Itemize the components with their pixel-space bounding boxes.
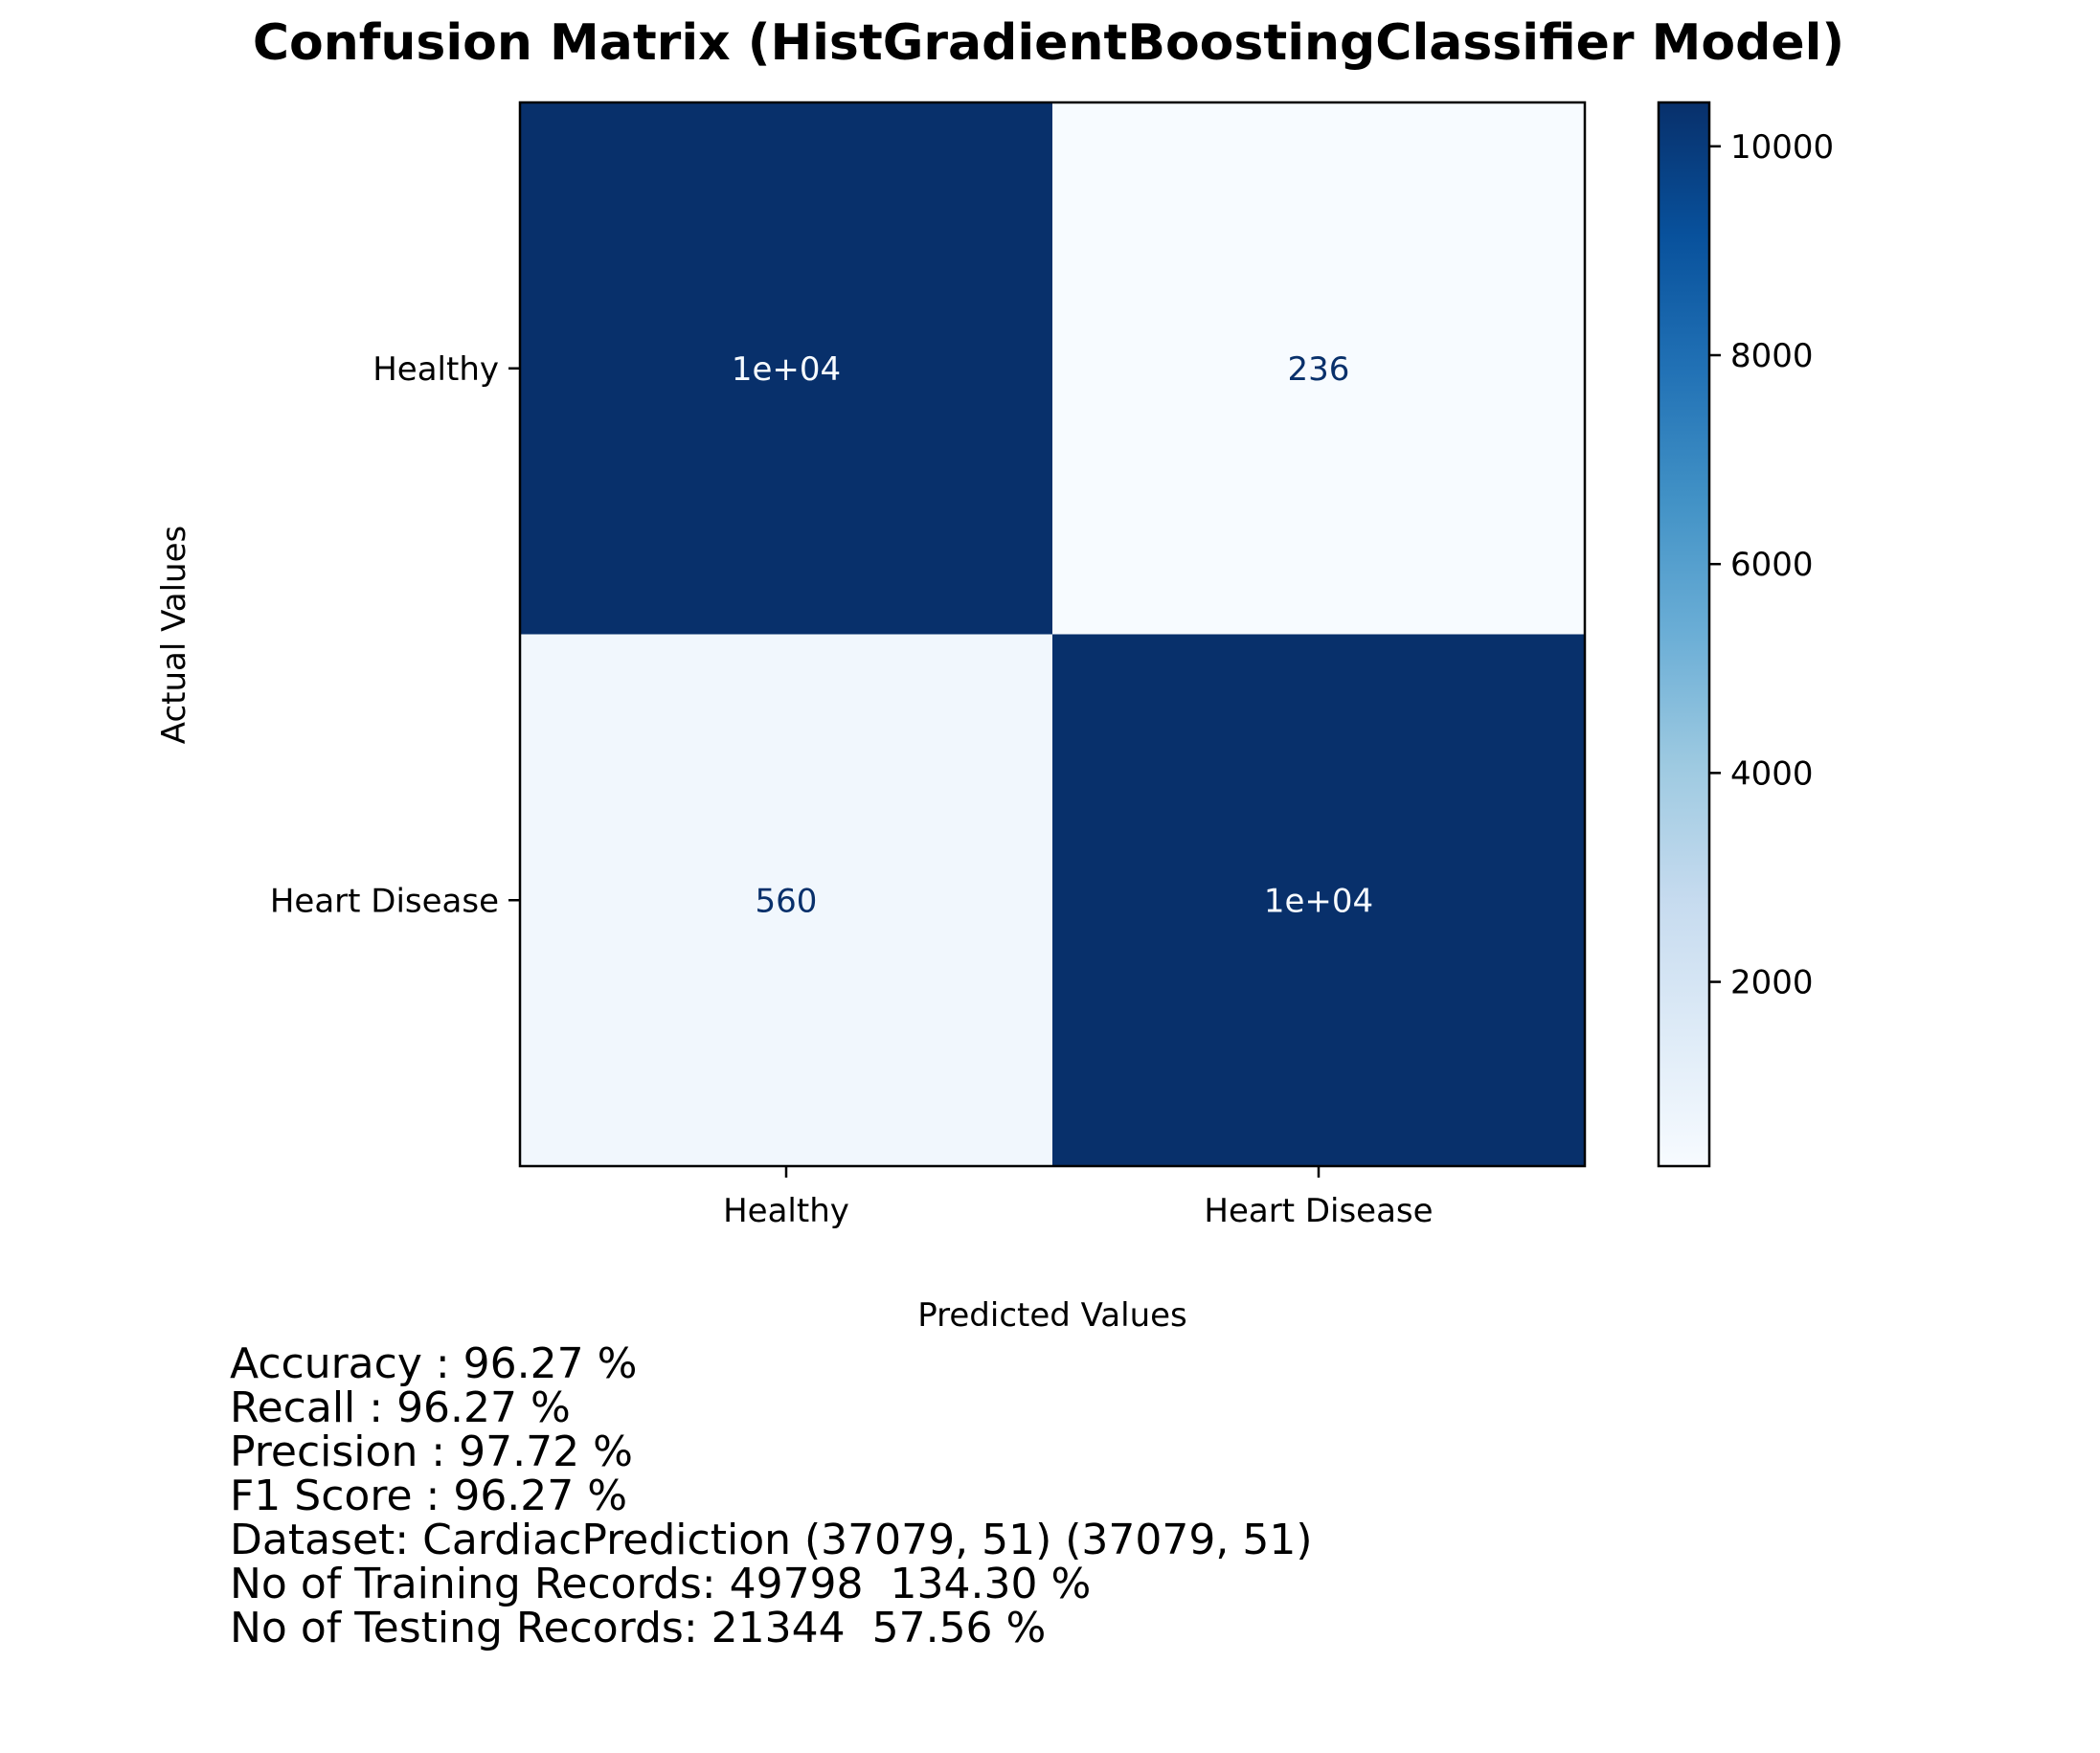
y-axis-label: Actual Values bbox=[155, 526, 193, 744]
matrix-cell-label: 236 bbox=[1288, 350, 1350, 389]
y-axis-ticks: Healthy Heart Disease bbox=[270, 350, 520, 920]
x-tick-label: Heart Disease bbox=[1204, 1192, 1433, 1230]
metric-testing-records: No of Testing Records: 21344 57.56 % bbox=[230, 1604, 1047, 1652]
chart-title: Confusion Matrix (HistGradientBoostingCl… bbox=[253, 14, 1844, 72]
x-tick-label: Healthy bbox=[723, 1192, 849, 1230]
metric-recall: Recall : 96.27 % bbox=[230, 1383, 571, 1432]
matrix-cell bbox=[1052, 102, 1585, 635]
metric-dataset: Dataset: CardiacPrediction (37079, 51) (… bbox=[230, 1516, 1313, 1564]
colorbar-tick-label: 8000 bbox=[1730, 337, 1814, 375]
metric-f1-score: F1 Score : 96.27 % bbox=[230, 1472, 628, 1520]
colorbar bbox=[1657, 101, 1711, 1168]
colorbar-ticks: 2000 4000 6000 8000 10000 bbox=[1709, 128, 1834, 1002]
y-tick-label: Heart Disease bbox=[270, 882, 499, 920]
matrix-cell-label: 1e+04 bbox=[1264, 882, 1373, 920]
matrix-frame bbox=[518, 101, 1587, 1168]
colorbar-tick-label: 6000 bbox=[1730, 546, 1814, 584]
x-axis-label: Predicted Values bbox=[917, 1296, 1187, 1335]
matrix-cell bbox=[520, 102, 1052, 635]
colorbar-tick-label: 10000 bbox=[1730, 128, 1834, 167]
matrix-cell-label: 1e+04 bbox=[732, 350, 841, 389]
matrix-cell bbox=[1052, 634, 1585, 1166]
metric-precision: Precision : 97.72 % bbox=[230, 1427, 633, 1476]
matrix-cell-labels: 1e+04 236 560 1e+04 bbox=[732, 350, 1373, 921]
metrics-list: Accuracy : 96.27 % Recall : 96.27 % Prec… bbox=[230, 1342, 1313, 1651]
metric-training-records: No of Training Records: 49798 134.30 % bbox=[230, 1560, 1092, 1608]
matrix-cell bbox=[520, 634, 1052, 1166]
colorbar-tick-label: 2000 bbox=[1730, 964, 1814, 1002]
confusion-matrix-chart: Confusion Matrix (HistGradientBoostingCl… bbox=[155, 14, 1844, 1335]
matrix-cells bbox=[520, 102, 1585, 1166]
y-tick-label: Healthy bbox=[373, 350, 499, 389]
colorbar-tick-label: 4000 bbox=[1730, 754, 1814, 793]
matrix-cell-label: 560 bbox=[756, 882, 818, 920]
x-axis-ticks: Healthy Heart Disease bbox=[723, 1166, 1434, 1230]
metric-accuracy: Accuracy : 96.27 % bbox=[230, 1339, 638, 1388]
